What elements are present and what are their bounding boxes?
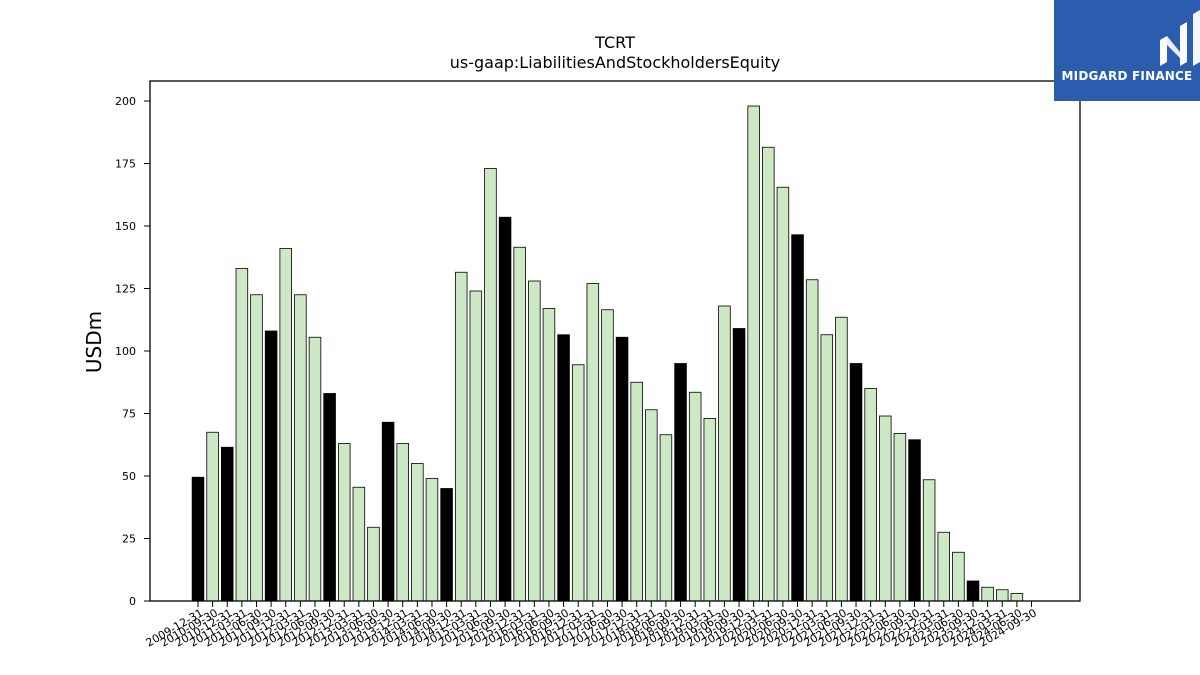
bar-2018-03-31 — [645, 409, 658, 602]
bar-2015-06-30 — [484, 168, 497, 602]
bar-2021-09-30 — [849, 363, 863, 602]
y-tick-label-125: 125 — [115, 283, 136, 296]
bar-2009-12-31 — [191, 476, 205, 602]
y-tick-label-100: 100 — [115, 345, 136, 358]
bar-2023-03-31 — [937, 531, 951, 602]
bar-2023-06-30 — [952, 551, 965, 602]
bar-2020-03-31 — [762, 146, 775, 602]
bar-2016-06-30 — [542, 308, 556, 602]
bar-2020-09-30 — [791, 234, 804, 602]
y-tick-label-200: 200 — [115, 95, 136, 108]
bar-2017-06-30 — [601, 309, 614, 602]
midgard-finance-logo: MIDGARD FINANCE — [1054, 0, 1200, 101]
midgard-logo-mark-icon — [1160, 10, 1200, 66]
x-ticks-group: 2009-12-312010-09-302010-12-312011-03-31… — [144, 601, 1039, 650]
bar-2010-09-30 — [206, 431, 219, 602]
bar-2024-06-30 — [1010, 593, 1024, 602]
bar-2021-06-30 — [835, 316, 848, 602]
bar-2016-12-31 — [571, 364, 585, 602]
bar-2012-03-31 — [294, 294, 307, 602]
bar-2024-03-31 — [996, 589, 1009, 602]
bar-2022-09-30 — [908, 439, 921, 602]
bar-2014-09-30 — [440, 488, 453, 602]
y-ticks-group: 0 25 50 75 100 125 150 175 200 — [115, 95, 150, 608]
bars-group — [191, 105, 1024, 602]
bar-2018-09-30 — [674, 363, 687, 602]
bar-2014-12-31 — [454, 271, 468, 602]
bar-2019-09-30 — [732, 328, 746, 602]
bar-2012-09-30 — [323, 393, 336, 602]
bar-2022-12-31 — [922, 479, 936, 602]
bar-2021-12-31 — [864, 388, 877, 602]
bar-2011-09-30 — [264, 330, 278, 602]
bar-2010-12-31 — [220, 446, 234, 602]
y-tick-label-175: 175 — [115, 158, 136, 171]
bar-2014-06-30 — [425, 478, 439, 602]
bar-2011-03-31 — [235, 268, 249, 602]
bar-2011-12-31 — [279, 248, 292, 602]
bar-2021-03-31 — [820, 334, 834, 602]
bar-2015-09-30 — [498, 216, 512, 602]
bar-2014-03-31 — [411, 463, 424, 602]
y-tick-label-0: 0 — [129, 595, 136, 608]
bar-2013-06-30 — [367, 526, 380, 602]
y-axis-label: USDm — [82, 311, 106, 373]
bar-2022-03-31 — [879, 415, 892, 602]
bar-2013-03-31 — [352, 486, 366, 602]
y-tick-label-75: 75 — [122, 408, 136, 421]
bar-2020-06-30 — [776, 186, 790, 602]
logo-text: MIDGARD FINANCE — [1061, 69, 1193, 83]
bar-2016-03-31 — [528, 280, 541, 602]
chart-subtitle: us-gaap:LiabilitiesAndStockholdersEquity — [450, 53, 781, 72]
y-tick-label-150: 150 — [115, 220, 136, 233]
bar-2017-03-31 — [586, 283, 600, 602]
bar-2017-12-31 — [630, 381, 643, 602]
bar-2012-06-30 — [308, 336, 322, 602]
y-tick-label-25: 25 — [122, 533, 136, 546]
bar-2022-06-30 — [893, 433, 907, 602]
bar-2015-12-31 — [513, 246, 526, 602]
bar-2019-12-31 — [747, 105, 760, 602]
chart-title: TCRT — [594, 33, 635, 52]
bar-2016-09-30 — [557, 334, 570, 602]
bar-2018-12-31 — [688, 391, 702, 602]
bar-2013-09-30 — [381, 421, 395, 602]
bar-2013-12-31 — [396, 443, 409, 602]
bar-2020-12-31 — [805, 279, 819, 602]
bar-2015-03-31 — [469, 290, 483, 602]
bar-2017-09-30 — [615, 336, 629, 602]
y-tick-label-50: 50 — [122, 470, 136, 483]
bar-2023-12-31 — [981, 586, 994, 602]
bar-2019-06-30 — [718, 305, 731, 602]
bar-2023-09-30 — [966, 580, 980, 602]
plot-area-frame — [149, 80, 1081, 602]
bar-2012-12-31 — [337, 443, 351, 602]
bar-2018-06-30 — [659, 434, 673, 602]
bar-2019-03-31 — [703, 418, 717, 602]
bar-2011-06-30 — [250, 294, 263, 602]
